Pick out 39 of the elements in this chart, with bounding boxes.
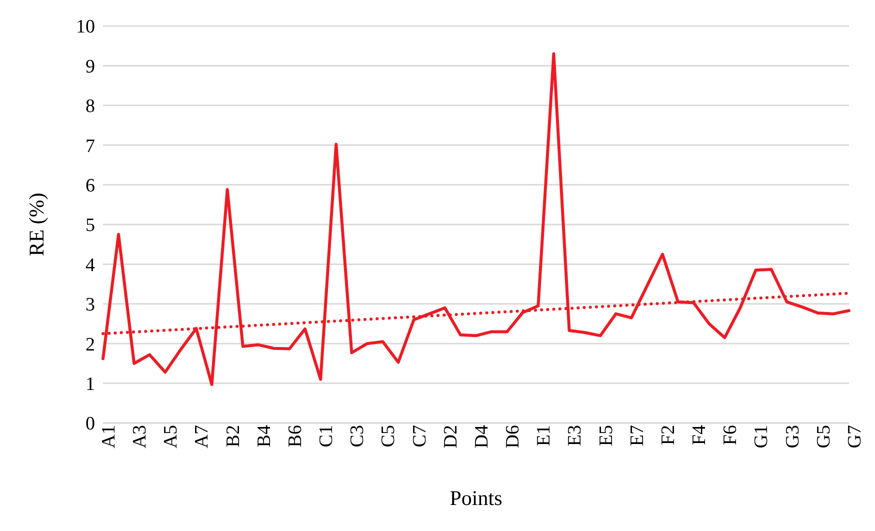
- x-tick-label: A1: [98, 425, 120, 448]
- x-tick-label: A5: [160, 425, 182, 448]
- x-tick-label: C3: [347, 425, 368, 448]
- x-tick-label: E7: [626, 425, 648, 446]
- y-tick-label: 1: [86, 374, 95, 396]
- y-tick-label: 7: [86, 136, 95, 157]
- x-tick-label: E5: [596, 425, 617, 446]
- y-axis-title: RE (%): [24, 192, 48, 256]
- x-tick-label: F2: [658, 425, 679, 446]
- y-tick-label: 9: [86, 56, 95, 78]
- x-tick-label: D2: [440, 425, 462, 448]
- x-tick-label: G1: [751, 425, 772, 448]
- y-tick-label: 3: [86, 294, 95, 316]
- x-tick-label: B4: [254, 424, 275, 448]
- y-tick-label: 2: [86, 334, 95, 356]
- line-series: [102, 52, 850, 386]
- x-tick-label: E3: [564, 425, 586, 446]
- x-tick-label: F4: [689, 424, 710, 446]
- x-axis-title: Points: [450, 486, 502, 510]
- x-tick-label: G5: [813, 425, 834, 448]
- y-tick-label: 8: [86, 96, 95, 118]
- y-tick-label: 0: [86, 414, 95, 435]
- x-tick-label: G3: [782, 425, 804, 448]
- x-tick-label: C7: [409, 425, 430, 448]
- x-tick-label: A3: [130, 425, 151, 448]
- y-tick-label: 5: [86, 215, 95, 236]
- x-tick-label: D4: [471, 424, 492, 448]
- x-tick-label: B6: [284, 425, 306, 448]
- x-tick-label: A7: [192, 425, 213, 448]
- x-tick-label: B2: [222, 425, 244, 448]
- x-tick-label: F6: [720, 425, 742, 446]
- x-tick-label: C5: [378, 425, 400, 448]
- x-tick-label: E1: [534, 425, 555, 446]
- y-tick-label: 10: [76, 16, 95, 38]
- x-tick-label: G7: [844, 425, 866, 448]
- x-tick-label: C1: [316, 425, 338, 448]
- y-tick-label: 4: [86, 254, 96, 276]
- y-tick-label: 6: [86, 176, 95, 197]
- x-tick-label: D6: [502, 425, 524, 448]
